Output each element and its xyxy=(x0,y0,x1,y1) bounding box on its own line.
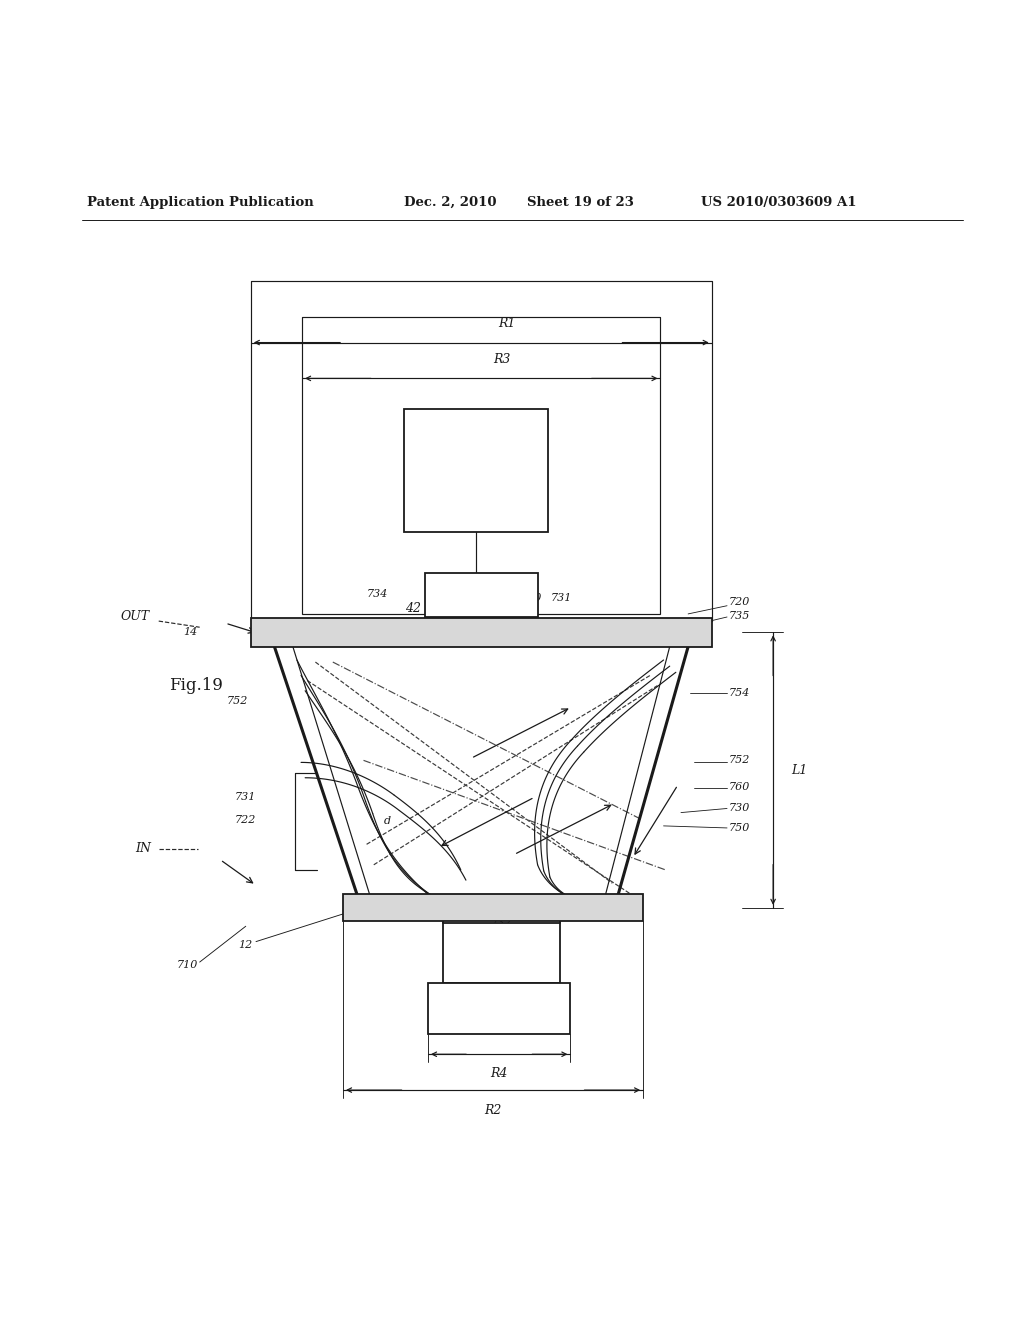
Text: d: d xyxy=(384,816,391,826)
Text: Fig.19: Fig.19 xyxy=(169,677,223,694)
Text: R3: R3 xyxy=(494,354,510,366)
Text: Patent Application Publication: Patent Application Publication xyxy=(87,195,313,209)
Text: OUT: OUT xyxy=(121,610,150,623)
Text: Dec. 2, 2010: Dec. 2, 2010 xyxy=(404,195,497,209)
Text: 752: 752 xyxy=(729,755,751,766)
Text: 731: 731 xyxy=(234,792,256,803)
Text: 730: 730 xyxy=(729,804,751,813)
Text: 44: 44 xyxy=(417,465,433,477)
Text: 710: 710 xyxy=(176,960,198,970)
Text: 760: 760 xyxy=(729,781,751,792)
Text: IN: IN xyxy=(135,842,152,855)
Text: 14: 14 xyxy=(183,627,198,638)
Text: 42: 42 xyxy=(406,602,422,615)
Text: 752: 752 xyxy=(226,696,248,706)
Text: 750: 750 xyxy=(729,822,751,833)
Text: R2: R2 xyxy=(484,1105,502,1118)
Text: R4: R4 xyxy=(490,1067,508,1080)
Text: 754: 754 xyxy=(729,688,751,698)
Text: 12: 12 xyxy=(239,940,253,949)
Bar xyxy=(302,317,660,614)
Text: L1: L1 xyxy=(792,763,808,776)
Text: 735: 735 xyxy=(729,611,751,620)
Text: 722: 722 xyxy=(234,814,256,825)
Text: US 2010/0303609 A1: US 2010/0303609 A1 xyxy=(701,195,857,209)
Text: 732: 732 xyxy=(492,919,512,928)
Text: 720: 720 xyxy=(729,597,751,607)
Bar xyxy=(343,895,643,921)
Text: 750: 750 xyxy=(520,593,542,602)
Text: Sheet 19 of 23: Sheet 19 of 23 xyxy=(527,195,634,209)
Bar xyxy=(251,281,712,622)
Text: 731: 731 xyxy=(551,593,572,602)
Text: 40: 40 xyxy=(440,1002,457,1015)
Bar xyxy=(251,618,712,647)
Text: R1: R1 xyxy=(499,317,515,330)
Bar xyxy=(428,982,570,1034)
Bar xyxy=(404,409,548,532)
Bar xyxy=(425,573,538,616)
Bar xyxy=(443,923,560,982)
Text: 734: 734 xyxy=(367,590,388,599)
